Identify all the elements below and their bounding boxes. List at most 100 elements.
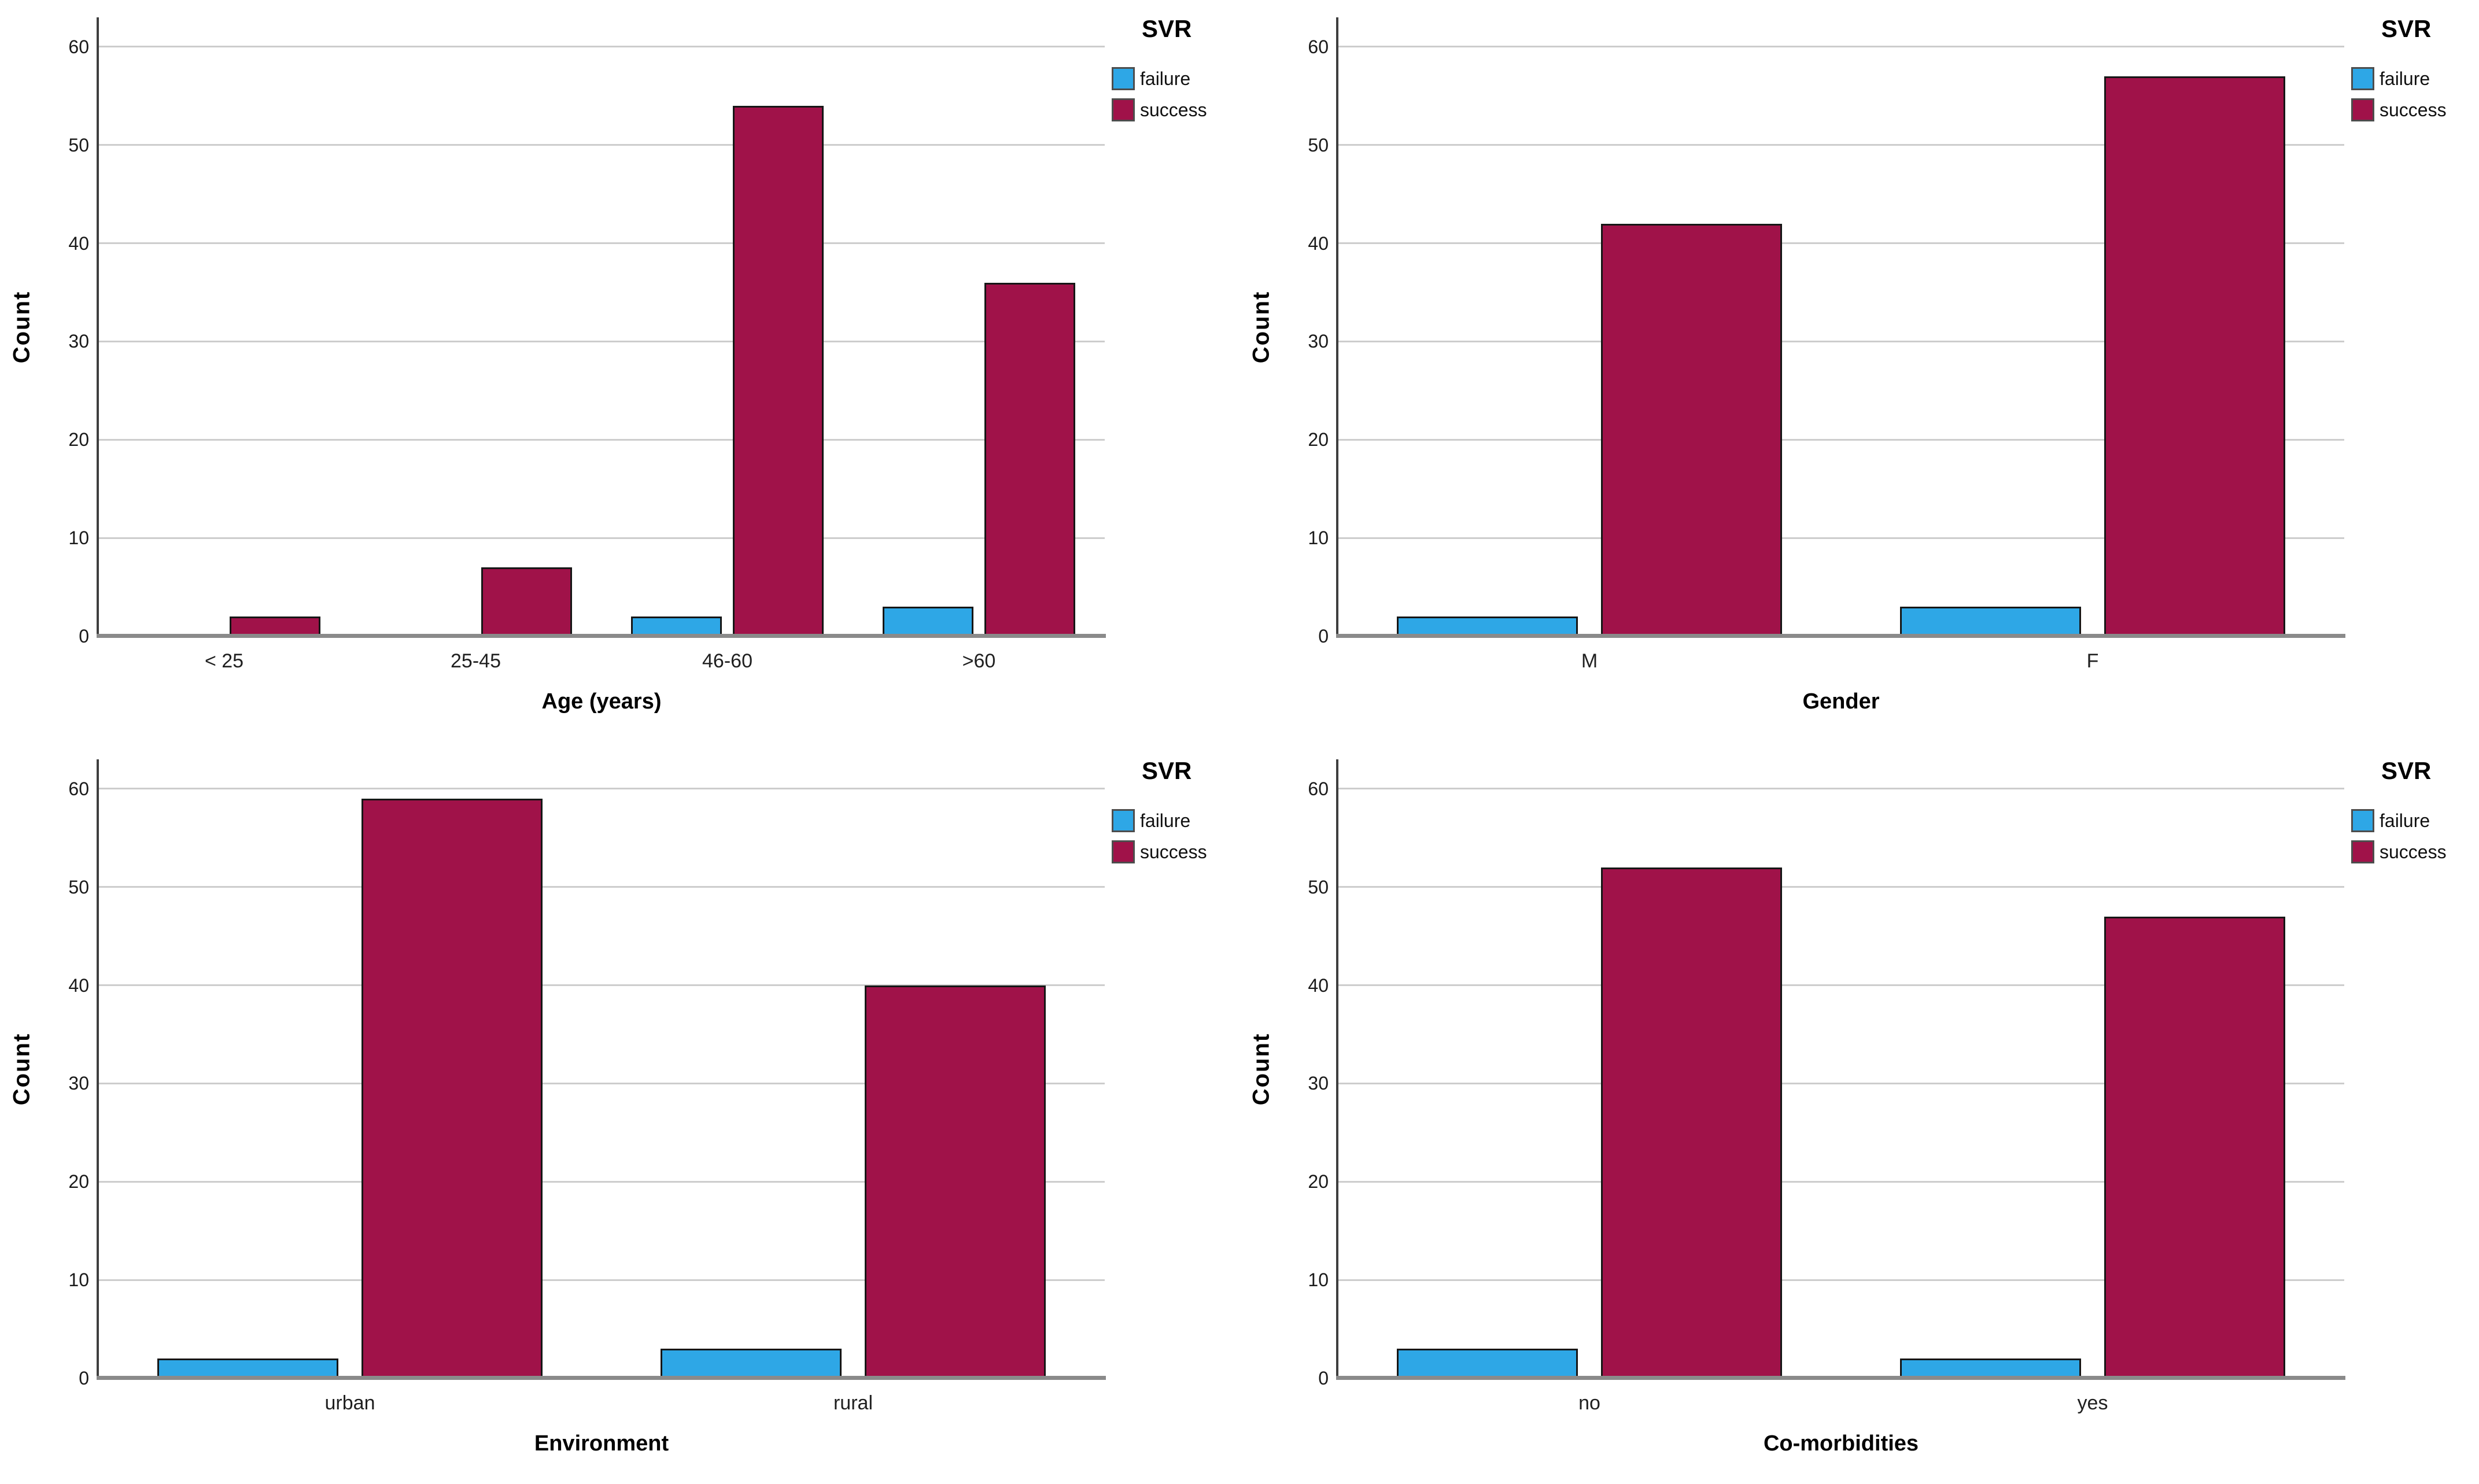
gridline-40	[1338, 984, 2344, 987]
y-tick-label-20: 20	[1308, 1171, 1329, 1193]
legend: SVR failure success	[1112, 15, 1236, 130]
gridline-60	[1338, 788, 2344, 790]
bar-failure-f	[1900, 607, 2082, 636]
y-tick-label-60: 60	[1308, 778, 1329, 799]
legend-item-failure: failure	[1112, 67, 1236, 90]
x-axis-title: Age (years)	[541, 689, 662, 714]
legend-item-success: success	[2351, 840, 2476, 863]
y-axis-title: Count	[1248, 1032, 1274, 1105]
legend-item-failure: failure	[1112, 809, 1236, 832]
y-tick-label-0: 0	[79, 1368, 89, 1389]
y-tick-label-60: 60	[1308, 36, 1329, 57]
y-tick-label-30: 30	[1308, 1073, 1329, 1094]
bar-success-46-60	[733, 105, 824, 636]
plot-area: 0 10 20 30 40 50 60 < 25 25-45 46-60 >60	[68, 17, 1106, 672]
x-tick-label-f: F	[2086, 650, 2099, 672]
y-tick-label-50: 50	[1308, 876, 1329, 898]
bar-success-rural	[864, 985, 1046, 1378]
legend-item-success: success	[2351, 98, 2476, 121]
y-tick-label-40: 40	[1308, 974, 1329, 996]
x-tick-label-46-60: 46-60	[702, 650, 752, 672]
x-axis-title: Environment	[534, 1431, 669, 1456]
chart-co-morbidities: Count 0 10 20 30 40 50 60 no yes Co-morbidities …	[1240, 742, 2479, 1484]
bar-failure-60	[883, 607, 973, 636]
y-tick-label-60: 60	[68, 36, 89, 57]
legend-swatch-success	[1112, 98, 1135, 121]
legend-label-failure: failure	[2380, 68, 2430, 89]
legend-label-failure: failure	[2380, 810, 2430, 831]
legend-swatch-success	[2351, 840, 2374, 863]
legend-item-success: success	[1112, 98, 1236, 121]
legend-swatch-failure	[1112, 809, 1135, 832]
gridline-10	[98, 537, 1105, 539]
x-axis-baseline	[97, 1376, 1106, 1380]
gridline-30	[1338, 1082, 2344, 1084]
y-tick-label-40: 40	[1308, 232, 1329, 254]
chart-environment: Count 0 10 20 30 40 50 60 urban rural Environmen…	[0, 742, 1240, 1484]
plot-area: 0 10 20 30 40 50 60 no yes	[1308, 759, 2345, 1414]
y-tick-label-20: 20	[68, 1171, 89, 1193]
y-tick-label-10: 10	[68, 527, 89, 549]
y-tick-label-20: 20	[1308, 429, 1329, 451]
y-tick-label-0: 0	[1318, 626, 1329, 647]
gridline-20	[98, 1180, 1105, 1183]
chart-age-years: Count 0 10 20 30 40 50 60 < 25 25-45 46-60 >60 Age…	[0, 0, 1240, 742]
legend-label-success: success	[1140, 99, 1207, 120]
bar-failure-no	[1397, 1349, 1578, 1378]
bar-success-urban	[361, 798, 543, 1378]
bar-success-m	[1600, 223, 1782, 636]
legend-label-success: success	[2380, 841, 2447, 862]
bar-failure-rural	[661, 1349, 842, 1378]
y-axis-line	[97, 17, 99, 637]
y-tick-label-60: 60	[68, 778, 89, 799]
y-axis-title: Count	[9, 290, 35, 363]
legend-label-success: success	[1140, 841, 1207, 862]
x-axis-baseline	[1336, 1376, 2345, 1380]
x-tick-label-urban: urban	[324, 1392, 375, 1414]
bar-failure-urban	[157, 1359, 339, 1378]
legend-label-failure: failure	[1140, 810, 1191, 831]
bar-success-no	[1600, 867, 1782, 1378]
gridline-50	[1338, 144, 2344, 146]
plot-area: 0 10 20 30 40 50 60 urban rural	[68, 759, 1106, 1414]
legend-swatch-failure	[2351, 67, 2374, 90]
y-tick-label-30: 30	[68, 1073, 89, 1094]
x-tick-label-m: M	[1581, 650, 1598, 672]
gridline-40	[98, 984, 1105, 987]
x-axis-baseline	[97, 634, 1106, 638]
gridline-40	[98, 242, 1105, 245]
x-axis-baseline	[1336, 634, 2345, 638]
gridline-10	[1338, 1279, 2344, 1281]
x-tick-label-25: < 25	[204, 650, 244, 672]
bar-failure-m	[1397, 617, 1578, 636]
bar-failure-yes	[1900, 1359, 2082, 1378]
plot-area: 0 10 20 30 40 50 60 M F	[1308, 17, 2345, 672]
legend-label-success: success	[2380, 99, 2447, 120]
legend: SVR failure success	[1112, 757, 1236, 872]
y-axis-line	[1336, 759, 1338, 1379]
legend-item-failure: failure	[2351, 809, 2476, 832]
legend-swatch-success	[2351, 98, 2374, 121]
y-axis-title: Count	[1248, 290, 1274, 363]
legend-swatch-failure	[2351, 809, 2374, 832]
y-tick-label-50: 50	[68, 134, 89, 156]
legend-swatch-success	[1112, 840, 1135, 863]
y-axis-line	[97, 759, 99, 1379]
y-axis-line	[1336, 17, 1338, 637]
y-tick-label-50: 50	[1308, 134, 1329, 156]
y-tick-label-50: 50	[68, 876, 89, 898]
gridline-60	[1338, 46, 2344, 48]
bar-success-60	[984, 282, 1075, 636]
legend-title: SVR	[1142, 15, 1192, 42]
legend-title: SVR	[2381, 757, 2432, 784]
x-tick-label-60: >60	[962, 650, 996, 672]
gridline-20	[1338, 1180, 2344, 1183]
y-tick-label-40: 40	[68, 232, 89, 254]
bar-failure-46-60	[631, 617, 722, 636]
y-tick-label-10: 10	[1308, 527, 1329, 549]
y-tick-label-10: 10	[1308, 1269, 1329, 1291]
gridline-20	[98, 438, 1105, 441]
legend: SVR failure success	[2351, 15, 2476, 130]
x-tick-label-25-45: 25-45	[451, 650, 501, 672]
